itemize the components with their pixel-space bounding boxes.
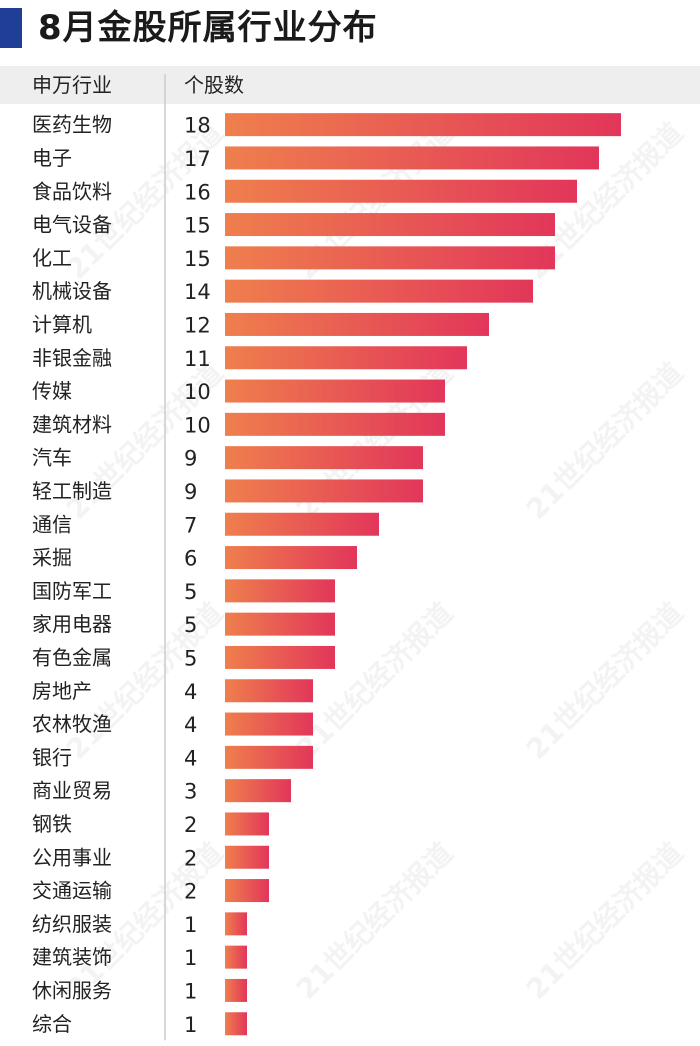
value-label: 15 [184, 214, 211, 238]
category-label: 机械设备 [32, 279, 112, 303]
bar [225, 945, 247, 969]
category-label: 银行 [32, 745, 72, 769]
bar [225, 679, 313, 703]
bar [225, 146, 599, 170]
value-label: 4 [184, 680, 197, 704]
bar [225, 379, 445, 403]
column-header-count: 个股数 [184, 73, 244, 97]
value-label: 15 [184, 247, 211, 271]
bar [225, 1012, 247, 1036]
bar [225, 779, 291, 803]
value-label: 2 [184, 880, 197, 904]
category-label: 房地产 [32, 679, 92, 703]
bar [225, 879, 269, 903]
value-label: 14 [184, 280, 211, 304]
category-label: 综合 [32, 1012, 72, 1036]
bar [225, 479, 423, 503]
bar [225, 412, 445, 436]
value-label: 2 [184, 846, 197, 870]
category-label: 医药生物 [32, 113, 112, 137]
category-label: 家用电器 [32, 612, 112, 636]
category-label: 非银金融 [32, 346, 112, 370]
bar [225, 113, 621, 137]
bar [225, 812, 269, 836]
category-label: 传媒 [32, 379, 72, 403]
value-label: 12 [184, 313, 211, 337]
category-label: 电气设备 [32, 213, 112, 237]
category-label: 轻工制造 [32, 479, 112, 503]
value-label: 10 [184, 380, 211, 404]
bar [225, 845, 269, 869]
bar [225, 279, 533, 303]
value-label: 11 [184, 347, 211, 371]
category-label: 公用事业 [32, 845, 112, 869]
category-label: 有色金属 [32, 645, 112, 669]
bar [225, 612, 335, 636]
column-header-industry: 申万行业 [32, 73, 112, 97]
value-label: 9 [184, 480, 197, 504]
value-label: 1 [184, 979, 197, 1003]
category-label: 建筑材料 [32, 412, 112, 436]
value-label: 7 [184, 513, 197, 537]
category-label: 汽车 [32, 446, 72, 470]
value-label: 9 [184, 447, 197, 471]
bar [225, 346, 467, 370]
chart-title: 8月金股所属行业分布 [38, 8, 378, 48]
value-label: 4 [184, 713, 197, 737]
bar [225, 312, 489, 336]
category-label: 休闲服务 [32, 978, 112, 1002]
bar [225, 246, 555, 270]
category-label: 建筑装饰 [32, 945, 112, 969]
value-label: 1 [184, 946, 197, 970]
category-label: 电子 [32, 146, 72, 170]
value-label: 3 [184, 780, 197, 804]
title-accent-bar [0, 8, 22, 48]
bar [225, 712, 313, 736]
bar [225, 546, 357, 570]
category-label: 钢铁 [32, 812, 72, 836]
bar [225, 912, 247, 936]
category-label: 交通运输 [32, 879, 112, 903]
category-label: 国防军工 [32, 579, 112, 603]
value-label: 10 [184, 413, 211, 437]
category-label: 纺织服装 [32, 912, 112, 936]
bar [225, 645, 335, 669]
category-label: 通信 [32, 512, 72, 536]
bar [225, 579, 335, 603]
category-label: 化工 [32, 246, 72, 270]
bar [225, 213, 555, 237]
value-label: 5 [184, 613, 197, 637]
category-label: 计算机 [32, 312, 92, 336]
value-label: 5 [184, 646, 197, 670]
bar [225, 512, 379, 536]
bar [225, 179, 577, 203]
bar [225, 745, 313, 769]
value-label: 1 [184, 1013, 197, 1037]
category-label: 农林牧渔 [32, 712, 112, 736]
table-header-band [0, 66, 700, 104]
value-label: 1 [184, 913, 197, 937]
value-label: 5 [184, 580, 197, 604]
value-label: 17 [184, 147, 211, 171]
value-label: 2 [184, 813, 197, 837]
value-label: 18 [184, 114, 211, 138]
value-label: 4 [184, 746, 197, 770]
category-label: 采掘 [32, 546, 72, 570]
bar [225, 978, 247, 1002]
category-label: 食品饮料 [32, 179, 112, 203]
category-label: 商业贸易 [32, 779, 112, 803]
value-label: 16 [184, 180, 211, 204]
bar [225, 446, 423, 470]
value-label: 6 [184, 547, 197, 571]
